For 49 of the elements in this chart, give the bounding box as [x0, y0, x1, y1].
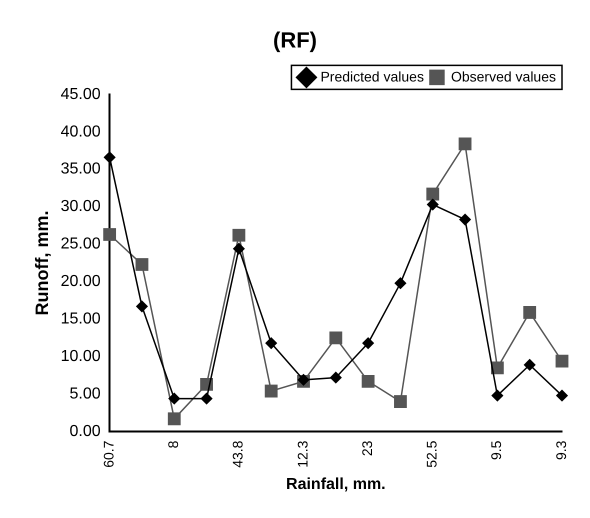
point [394, 277, 406, 289]
x-tick-label: 8 [165, 440, 182, 448]
point [104, 152, 116, 164]
y-tick-label: 15.00 [60, 310, 101, 328]
x-axis-title: Rainfall, mm. [286, 476, 386, 493]
x-tick-label: 60.7 [100, 440, 116, 468]
x-tick-label: 12.3 [294, 440, 310, 468]
y-tick-label: 20.00 [60, 273, 101, 290]
y-tick-label: 10.00 [60, 348, 101, 366]
y-tick-label: 25.00 [60, 236, 101, 253]
y-tick-label: 0.00 [70, 422, 101, 440]
point [136, 258, 148, 271]
point [427, 198, 439, 210]
y-tick-label: 35.00 [60, 160, 101, 178]
point [362, 374, 375, 388]
legend-label: Predicted values [320, 68, 424, 84]
point [329, 331, 342, 344]
point [458, 137, 472, 150]
y-tick-label: 5.00 [70, 385, 101, 402]
point [264, 384, 278, 398]
legend-label: Observed values [450, 68, 556, 84]
point [233, 242, 245, 254]
point [492, 390, 504, 402]
y-axis-title: Runoff, mm. [32, 210, 52, 316]
x-tick-label: 9.3 [552, 440, 569, 460]
point [232, 228, 246, 242]
x-tick-label: 23 [358, 440, 375, 456]
x-tick-label: 9.5 [488, 440, 504, 460]
point [523, 306, 536, 319]
chart-title: (RF) [273, 27, 317, 52]
point [556, 390, 568, 402]
point [362, 337, 374, 349]
y-tick-label: 40.00 [60, 123, 101, 140]
x-tick-label: 52.5 [424, 440, 440, 468]
x-tick-label: 43.8 [230, 440, 246, 468]
y-tick-label: 30.00 [60, 198, 101, 216]
point [330, 372, 342, 384]
point [394, 395, 407, 408]
point [168, 412, 181, 426]
point [168, 392, 180, 404]
y-tick-label: 45.00 [60, 86, 101, 103]
point [524, 359, 536, 371]
point [103, 228, 116, 241]
point [265, 337, 277, 349]
point [200, 392, 212, 404]
point [426, 188, 440, 200]
point [556, 354, 568, 368]
point [136, 300, 148, 312]
point [459, 214, 471, 226]
